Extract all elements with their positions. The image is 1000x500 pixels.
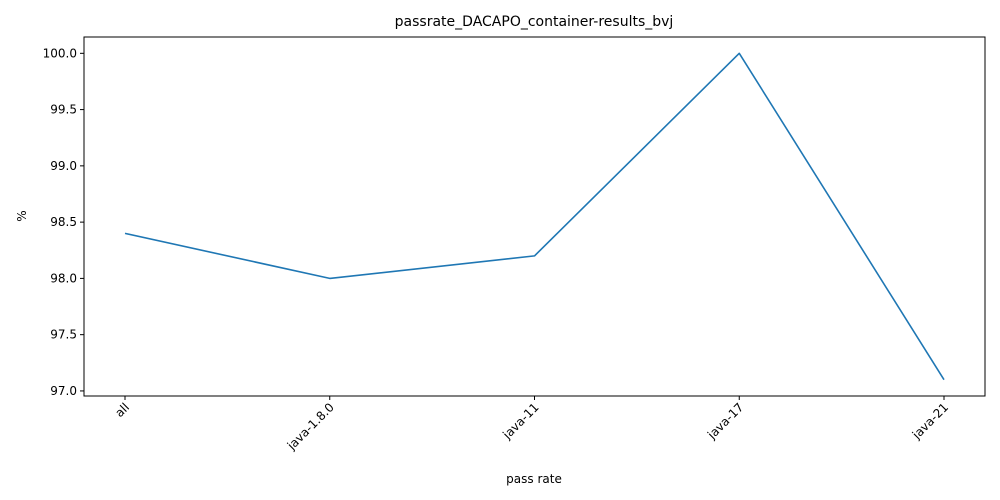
y-tick-label: 100.0 (43, 46, 77, 60)
x-tick-label: java-21 (909, 400, 951, 442)
x-tick-label: all (112, 400, 132, 420)
y-axis: 97.0 97.5 98.0 98.5 99.0 99.5 100.0 (43, 46, 84, 398)
x-axis-label: pass rate (506, 472, 562, 486)
x-tick-label: java-17 (704, 400, 746, 442)
y-tick-label: 99.0 (50, 159, 77, 173)
y-tick-label: 99.5 (50, 103, 77, 117)
plot-area (83, 36, 986, 397)
y-tick-label: 97.5 (50, 328, 77, 342)
y-tick-label: 98.5 (50, 215, 77, 229)
y-axis-label: % (15, 210, 29, 221)
y-tick-label: 97.0 (50, 384, 77, 398)
series-line-passrate (124, 52, 945, 381)
x-tick-label: java-1.8.0 (284, 400, 337, 453)
x-tick-label: java-11 (499, 400, 541, 442)
x-axis: all java-1.8.0 java-11 java-17 java-21 (112, 396, 951, 453)
y-tick-label: 98.0 (50, 271, 77, 285)
chart-title: passrate_DACAPO_container-results_bvj (395, 14, 674, 30)
